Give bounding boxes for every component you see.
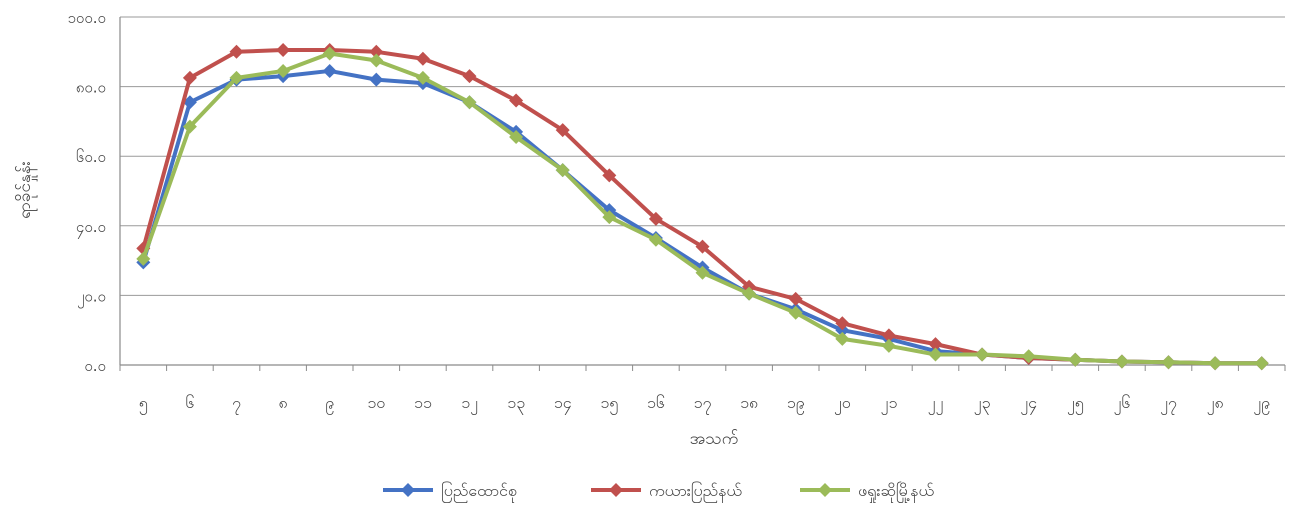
data-point — [1021, 349, 1036, 364]
data-point — [415, 70, 430, 85]
x-tick-label: ၁၅ — [600, 393, 618, 415]
data-point — [1114, 354, 1129, 369]
data-point — [415, 51, 430, 66]
data-point — [602, 210, 617, 225]
y-tick-labels: ၀.၀ ၂၀.၀ ၄၀.၀ ၆၀.၀ ၈၀.၀ ၁၀၀.၀ — [67, 9, 106, 375]
data-point — [509, 93, 524, 108]
data-point — [182, 119, 197, 134]
x-tick-label: ၁၄ — [554, 393, 572, 415]
series — [136, 46, 1269, 371]
legend-item: ပြည်ထောင်စု — [383, 481, 517, 503]
data-point — [602, 168, 617, 183]
x-tick-label: ၈ — [279, 393, 288, 412]
x-tick-label: ၁၆ — [647, 393, 665, 412]
x-tick-label: ၁၇ — [694, 393, 712, 415]
data-point — [369, 72, 384, 87]
data-point — [881, 338, 896, 353]
data-point — [322, 63, 337, 78]
data-point — [648, 232, 663, 247]
legend-label: ပြည်ထောင်စု — [441, 481, 517, 503]
data-point — [1068, 352, 1083, 367]
x-tick-label: ၉ — [325, 393, 334, 415]
data-point — [1208, 356, 1223, 371]
data-point — [509, 130, 524, 145]
series — [136, 63, 1269, 371]
data-point — [462, 69, 477, 84]
data-point — [881, 328, 896, 343]
y-tick-label: ၆၀.၀ — [76, 148, 106, 166]
y-tick-label: ၁၀၀.၀ — [67, 9, 106, 27]
data-point — [136, 251, 151, 266]
legend-item: ကယားပြည်နယ် — [591, 481, 742, 503]
x-tick-label: ၂၃ — [974, 393, 991, 415]
x-axis-title: အသက် — [690, 429, 739, 449]
x-tick-label: ၂၇ — [1160, 393, 1177, 415]
x-tick-label: ၆ — [185, 393, 194, 412]
data-point — [369, 53, 384, 68]
series-lines — [136, 43, 1269, 371]
data-point — [835, 316, 850, 331]
data-point — [1161, 355, 1176, 370]
data-point — [788, 291, 803, 306]
data-point — [1254, 356, 1269, 371]
data-point — [788, 305, 803, 320]
legend: ပြည်ထောင်စု ကယားပြည်နယ် ဖရှုးဆိုမြို့နယ် — [383, 481, 934, 503]
axes — [119, 17, 1286, 371]
data-point — [555, 123, 570, 138]
data-point — [975, 347, 990, 362]
x-tick-labels: ၅ ၆ ၇ ၈ ၉ ၁၀ ၁၁ ၁၂ ၁၃ ၁၄ ၁၅ ၁၆ ၁၇ ၁၈ ၁၉ ၂၀ ၂၁ ၂၂ ၂၃ ၂၄ ၂၅ ၂၆ ၂… — [139, 393, 1270, 415]
legend-marker — [818, 483, 832, 497]
x-tick-label: ၂၅ — [1067, 393, 1084, 415]
data-point — [695, 265, 710, 280]
data-point — [462, 95, 477, 110]
data-point — [229, 44, 244, 59]
legend-label: ကယားပြည်နယ် — [649, 481, 742, 503]
series-line — [141, 48, 1262, 366]
data-point — [369, 44, 384, 59]
legend-item: ဖရှုးဆိုမြို့နယ် — [800, 481, 934, 503]
data-point — [276, 63, 291, 78]
legend-marker — [401, 483, 415, 497]
x-tick-label: ၂၆ — [1113, 393, 1130, 415]
data-point — [928, 337, 943, 352]
data-point — [555, 163, 570, 178]
legend-marker — [609, 483, 623, 497]
x-tick-label: ၂၀ — [834, 393, 851, 415]
y-axis-title: ရာခိုင်နှုန်း — [15, 161, 38, 219]
data-point — [229, 70, 244, 85]
data-point — [742, 286, 757, 301]
data-point — [695, 239, 710, 254]
data-point — [182, 95, 197, 110]
x-tick-label: ၁၃ — [507, 393, 525, 415]
data-point — [322, 46, 337, 61]
y-tick-label: ၀.၀ — [84, 357, 106, 375]
series — [136, 43, 1269, 371]
x-tick-label: ၂၄ — [1020, 393, 1037, 415]
legend-label: ဖရှုးဆိုမြို့နယ် — [858, 481, 934, 503]
y-tick-label: ၂၀.၀ — [77, 287, 106, 308]
y-tick-label: ၄၀.၀ — [76, 218, 106, 239]
data-point — [928, 347, 943, 362]
data-point — [182, 70, 197, 85]
x-tick-label: ၂၈ — [1207, 393, 1224, 415]
x-tick-label: ၁၁ — [414, 393, 432, 412]
series-line — [141, 68, 1262, 366]
data-point — [835, 331, 850, 346]
y-tick-label: ၈၀.၀ — [76, 79, 106, 97]
series-line — [141, 51, 1262, 366]
x-tick-label: ၁၉ — [787, 393, 805, 415]
x-tick-label: ၁၂ — [461, 393, 478, 415]
data-point — [276, 43, 291, 58]
x-tick-label: ၁၀ — [367, 393, 385, 412]
x-tick-label: ၁၈ — [740, 393, 758, 412]
x-tick-label: ၂၂ — [928, 393, 944, 415]
x-tick-label: ၂၉ — [1253, 393, 1270, 415]
data-point — [648, 211, 663, 226]
gridlines — [120, 16, 1285, 296]
x-tick-label: ၇ — [232, 393, 241, 415]
x-tick-label: ၅ — [139, 393, 148, 415]
x-tick-label: ၂၁ — [880, 393, 897, 415]
